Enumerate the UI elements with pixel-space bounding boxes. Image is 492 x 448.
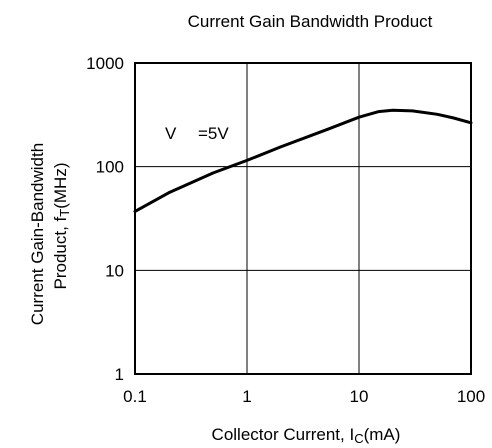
x-axis-label: Collector Current, IC(mA) — [212, 425, 401, 446]
plot-frame — [134, 62, 472, 375]
x-tick-labels: 0.1 1 10 100 — [123, 387, 485, 406]
chart-title: Current Gain Bandwidth Product — [188, 12, 433, 31]
annotation-v: V — [165, 124, 177, 143]
y-tick-label: 1000 — [86, 54, 124, 73]
plot-area — [133, 62, 473, 375]
y-axis-label-line1: Current Gain-Bandwidth — [28, 143, 47, 325]
y-tick-label: 1 — [115, 365, 124, 384]
grid-lines — [135, 63, 471, 374]
y-axis-label-line2: Product, fT(MHz) — [51, 163, 72, 290]
series-line — [133, 108, 473, 213]
annotation-value: =5V — [198, 124, 229, 143]
x-tick-label: 100 — [457, 387, 485, 406]
y-tick-label: 100 — [96, 158, 124, 177]
x-tick-label: 0.1 — [123, 387, 147, 406]
y-tick-label: 10 — [105, 261, 124, 280]
x-tick-label: 10 — [350, 387, 369, 406]
y-tick-labels: 1 10 100 1000 — [86, 54, 124, 384]
x-tick-label: 1 — [242, 387, 251, 406]
